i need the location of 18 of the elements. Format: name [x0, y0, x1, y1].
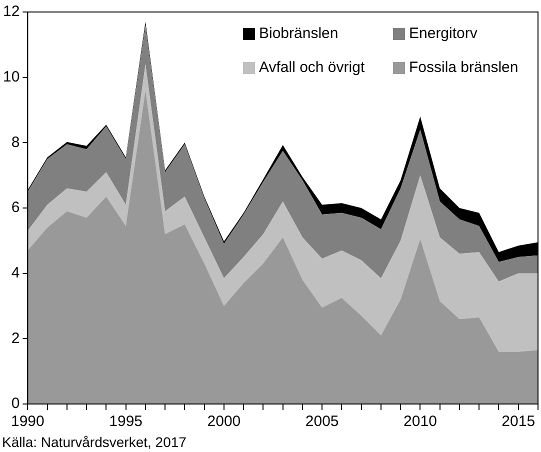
x-tick-label: 1995 — [109, 413, 143, 430]
legend-label: Energitorv — [409, 25, 478, 42]
x-tick-label: 1990 — [10, 413, 44, 430]
y-tick-label: 8 — [11, 134, 20, 151]
legend-label: Fossila bränslen — [409, 59, 518, 76]
x-tick-label: 2010 — [404, 413, 437, 430]
y-tick-label: 10 — [2, 68, 20, 86]
y-tick-label: 12 — [2, 3, 20, 20]
legend-label: Avfall och övrigt — [259, 59, 366, 76]
y-tick-label: 6 — [11, 199, 20, 216]
legend-label: Biobränslen — [259, 25, 338, 42]
y-tick-label: 0 — [11, 395, 20, 412]
y-tick-label: 2 — [11, 330, 20, 347]
text: Källa: Naturvårdsverket, 2017 — [2, 434, 187, 450]
x-tick-label: 2005 — [305, 413, 339, 430]
x-tick-label: 2000 — [207, 413, 241, 430]
x-tick-label: 2015 — [502, 413, 536, 430]
y-tick-label: 4 — [11, 264, 20, 282]
